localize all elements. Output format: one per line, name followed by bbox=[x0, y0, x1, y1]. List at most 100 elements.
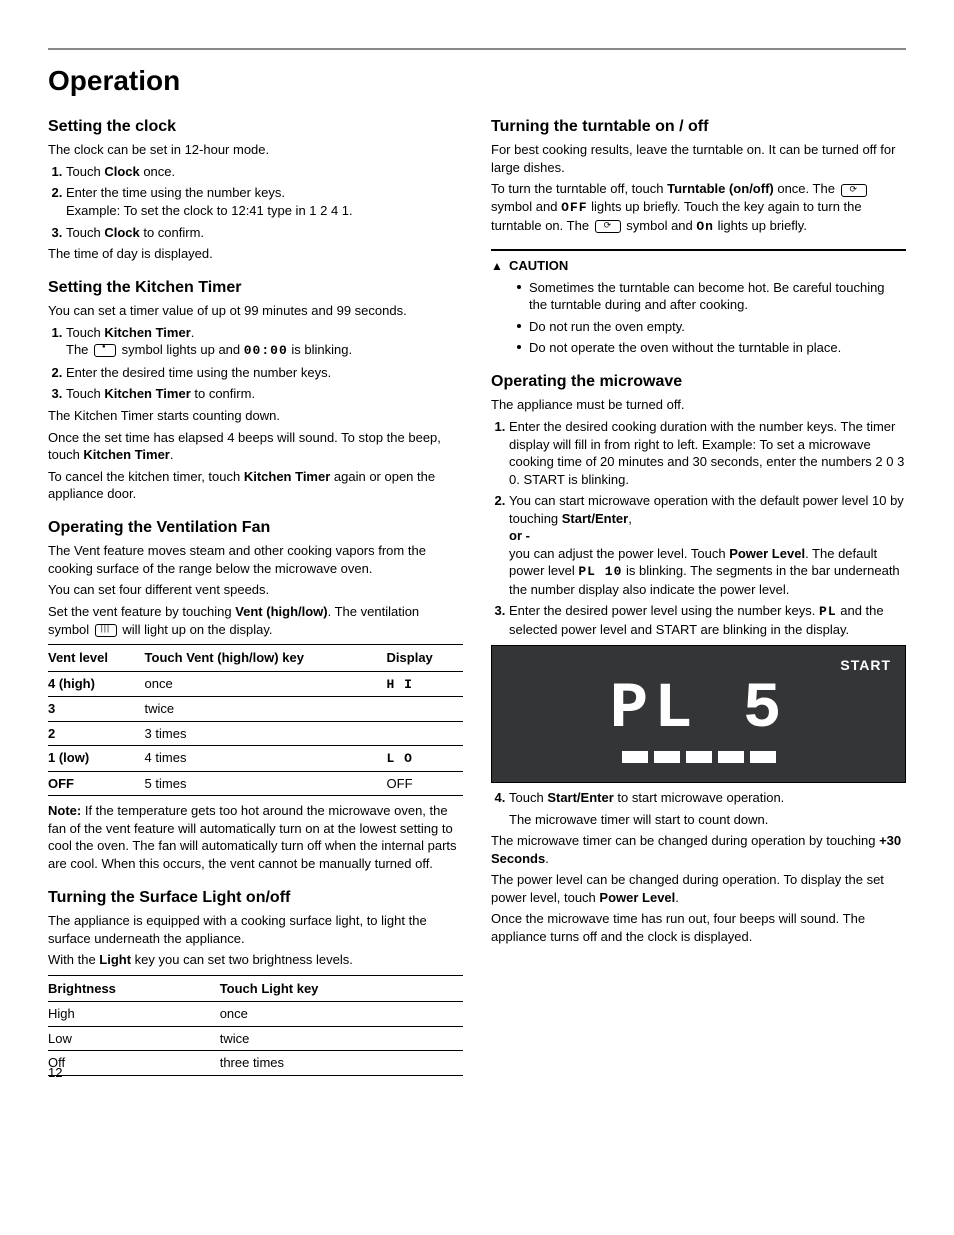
turntable-p2: To turn the turntable off, touch Turntab… bbox=[491, 180, 906, 235]
turntable-icon bbox=[595, 220, 621, 233]
table-cell: 4 (high) bbox=[48, 671, 145, 697]
timer-icon bbox=[94, 344, 116, 357]
table-cell: Low bbox=[48, 1026, 220, 1051]
microwave-intro: The appliance must be turned off. bbox=[491, 396, 906, 414]
seg-display: OFF bbox=[561, 200, 587, 215]
microwave-steps: Enter the desired cooking duration with … bbox=[491, 418, 906, 639]
bar-segment bbox=[622, 751, 648, 763]
table-cell: OFF bbox=[387, 771, 463, 796]
seg-display: On bbox=[696, 219, 714, 234]
table-cell: three times bbox=[220, 1051, 463, 1076]
clock-intro: The clock can be set in 12-hour mode. bbox=[48, 141, 463, 159]
light-p2: With the Light key you can set two brigh… bbox=[48, 951, 463, 969]
list-item: Touch Kitchen Timer to confirm. bbox=[66, 385, 463, 403]
table-cell: twice bbox=[220, 1026, 463, 1051]
table-row: Highonce bbox=[48, 1002, 463, 1027]
page: Operation Setting the clock The clock ca… bbox=[0, 0, 954, 1102]
table-row: Offthree times bbox=[48, 1051, 463, 1076]
vent-note: Note: If the temperature gets too hot ar… bbox=[48, 802, 463, 872]
timer-steps: Touch Kitchen Timer. The symbol lights u… bbox=[48, 324, 463, 403]
text: symbol lights up and bbox=[118, 342, 244, 357]
text: The microwave timer will start to count … bbox=[509, 811, 906, 829]
list-item: Enter the desired cooking duration with … bbox=[509, 418, 906, 488]
display-start-label: START bbox=[506, 656, 891, 675]
table-row: OFF5 timesOFF bbox=[48, 771, 463, 796]
caution-heading: CAUTION bbox=[491, 257, 906, 275]
vent-table: Vent level Touch Vent (high/low) key Dis… bbox=[48, 644, 463, 796]
caution-block: CAUTION Sometimes the turntable can beco… bbox=[491, 249, 906, 357]
table-header: Touch Vent (high/low) key bbox=[145, 645, 387, 672]
turntable-heading: Turning the turntable on / off bbox=[491, 116, 906, 138]
text: lights up briefly. bbox=[714, 218, 807, 233]
columns: Setting the clock The clock can be set i… bbox=[48, 112, 906, 1082]
text: The bbox=[66, 342, 92, 357]
vent-p2: You can set four different vent speeds. bbox=[48, 581, 463, 599]
clock-heading: Setting the clock bbox=[48, 116, 463, 138]
table-cell: Off bbox=[48, 1051, 220, 1076]
caution-list: Sometimes the turntable can become hot. … bbox=[491, 279, 906, 357]
seg-display: 00:00 bbox=[244, 343, 288, 358]
list-item: Enter the desired time using the number … bbox=[66, 364, 463, 382]
table-header: Display bbox=[387, 645, 463, 672]
bar-segment bbox=[750, 751, 776, 763]
table-cell: once bbox=[145, 671, 387, 697]
timer-outro2: Once the set time has elapsed 4 beeps wi… bbox=[48, 429, 463, 464]
text: symbol and bbox=[491, 199, 561, 214]
microwave-p1: The microwave timer can be changed durin… bbox=[491, 832, 906, 867]
table-header: Brightness bbox=[48, 975, 220, 1002]
table-row: 1 (low)4 timesL O bbox=[48, 746, 463, 772]
microwave-steps-cont: Touch Start/Enter to start microwave ope… bbox=[491, 789, 906, 828]
bar-segment bbox=[654, 751, 680, 763]
list-item: Sometimes the turntable can become hot. … bbox=[529, 279, 906, 314]
light-table: Brightness Touch Light key HighonceLowtw… bbox=[48, 975, 463, 1076]
table-cell: 5 times bbox=[145, 771, 387, 796]
turntable-p1: For best cooking results, leave the turn… bbox=[491, 141, 906, 176]
page-number: 12 bbox=[48, 1064, 62, 1082]
list-item: Enter the desired power level using the … bbox=[509, 602, 906, 638]
table-cell: H I bbox=[387, 671, 463, 697]
list-item: Touch Start/Enter to start microwave ope… bbox=[509, 789, 906, 828]
light-p1: The appliance is equipped with a cooking… bbox=[48, 912, 463, 947]
table-cell: twice bbox=[145, 697, 387, 722]
timer-outro3: To cancel the kitchen timer, touch Kitch… bbox=[48, 468, 463, 503]
list-item: Enter the time using the number keys.Exa… bbox=[66, 184, 463, 219]
list-item: Touch Kitchen Timer. The symbol lights u… bbox=[66, 324, 463, 360]
table-row: 3twice bbox=[48, 697, 463, 722]
text: Touch Start/Enter to start microwave ope… bbox=[509, 790, 784, 805]
table-row: 23 times bbox=[48, 721, 463, 746]
microwave-display-panel: START PL 5 bbox=[491, 645, 906, 783]
table-cell bbox=[387, 721, 463, 746]
clock-outro: The time of day is displayed. bbox=[48, 245, 463, 263]
table-cell: 1 (low) bbox=[48, 746, 145, 772]
text: will light up on the display. bbox=[119, 622, 273, 637]
table-cell: 2 bbox=[48, 721, 145, 746]
vent-icon bbox=[95, 624, 117, 637]
table-row: 4 (high)onceH I bbox=[48, 671, 463, 697]
timer-heading: Setting the Kitchen Timer bbox=[48, 277, 463, 299]
microwave-heading: Operating the microwave bbox=[491, 371, 906, 393]
list-item: Touch Clock once. bbox=[66, 163, 463, 181]
list-item: Do not operate the oven without the turn… bbox=[529, 339, 906, 357]
bar-segment bbox=[718, 751, 744, 763]
table-cell bbox=[387, 697, 463, 722]
light-heading: Turning the Surface Light on/off bbox=[48, 887, 463, 909]
vent-p1: The Vent feature moves steam and other c… bbox=[48, 542, 463, 577]
table-row: Lowtwice bbox=[48, 1026, 463, 1051]
table-cell: 3 bbox=[48, 697, 145, 722]
turntable-icon bbox=[841, 184, 867, 197]
vent-p3: Set the vent feature by touching Vent (h… bbox=[48, 603, 463, 638]
text: To turn the turntable off, touch Turntab… bbox=[491, 181, 839, 196]
table-header-row: Vent level Touch Vent (high/low) key Dis… bbox=[48, 645, 463, 672]
table-cell: 3 times bbox=[145, 721, 387, 746]
timer-intro: You can set a timer value of up ot 99 mi… bbox=[48, 302, 463, 320]
top-rule bbox=[48, 48, 906, 50]
main-heading: Operation bbox=[48, 62, 906, 100]
table-header-row: Brightness Touch Light key bbox=[48, 975, 463, 1002]
microwave-p3: Once the microwave time has run out, fou… bbox=[491, 910, 906, 945]
vent-heading: Operating the Ventilation Fan bbox=[48, 517, 463, 539]
text: symbol and bbox=[623, 218, 697, 233]
display-seg-value: PL 5 bbox=[506, 678, 891, 742]
table-cell: High bbox=[48, 1002, 220, 1027]
text: Touch Kitchen Timer. bbox=[66, 325, 194, 340]
display-bars bbox=[506, 750, 891, 768]
